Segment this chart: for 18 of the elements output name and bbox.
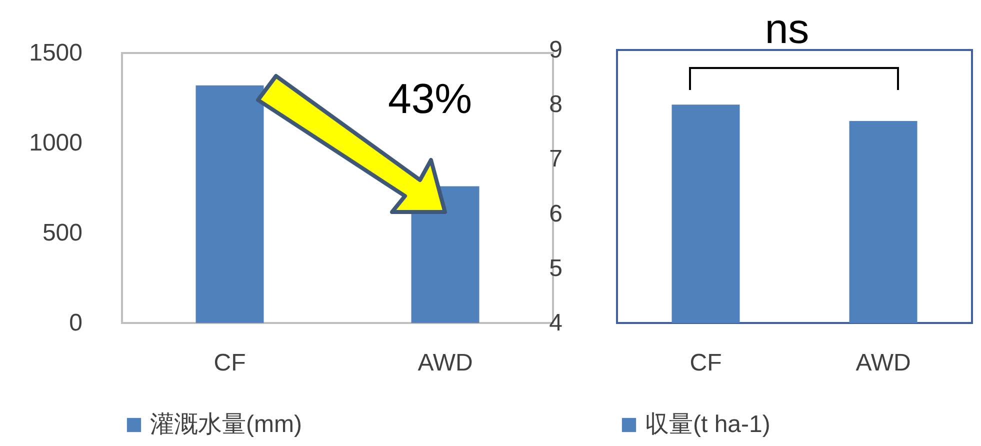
legend-label: 収量(t ha-1) [645,411,770,438]
y-tick-label: 6 [549,200,562,228]
y-tick-label: 8 [549,91,562,118]
legend-label: 灌溉水量(mm) [150,411,302,438]
y-tick-label: 5 [549,254,562,282]
y-tick-label: 7 [549,146,562,173]
y-tick-label: 4 [549,310,562,336]
y-tick-label: 0 [69,310,82,336]
y-tick-label: 1000 [29,130,82,156]
x-tick-label: AWD [856,350,911,376]
annotation: 43% [388,75,472,122]
y-tick-label: 9 [549,36,562,64]
x-tick-label: AWD [418,350,473,376]
x-tick-label: CF [214,350,246,376]
y-tick-label: 1500 [29,40,82,66]
y-tick-label: 500 [42,220,82,246]
x-tick-label: CF [690,350,722,376]
annotation: ns [764,5,810,52]
